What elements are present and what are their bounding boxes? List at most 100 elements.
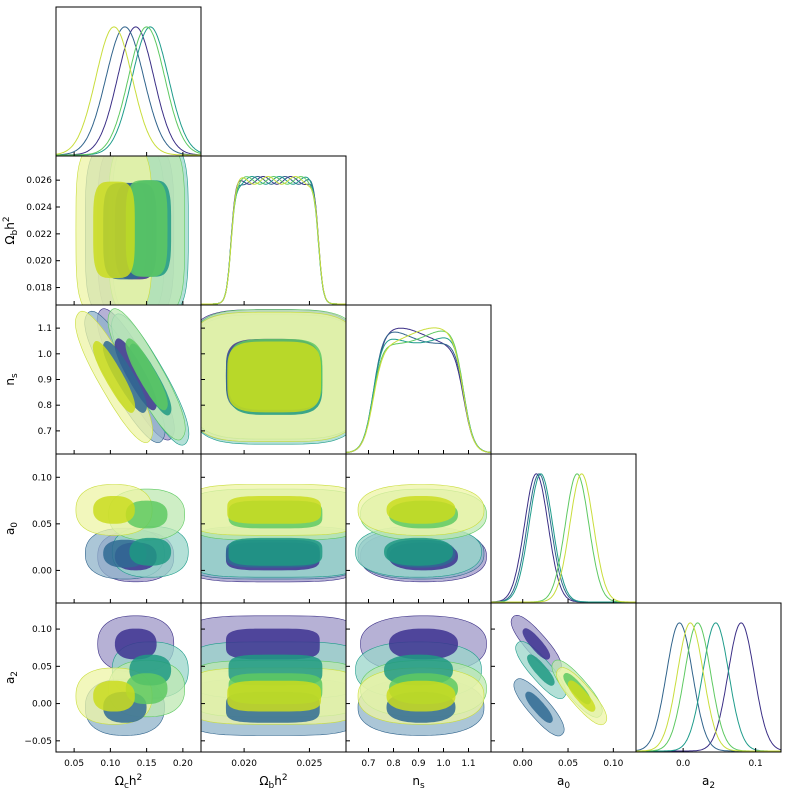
x-tick-label: 0.1	[748, 759, 762, 769]
marginal-line	[346, 330, 491, 453]
y-tick-label: 0.05	[32, 662, 52, 672]
contour-68	[525, 691, 553, 723]
y-tick-label: 0.10	[32, 625, 52, 635]
contour-68	[384, 537, 453, 566]
y-tick-label: 0.026	[26, 176, 52, 186]
marginal-line	[201, 176, 346, 305]
marginal-line	[346, 327, 491, 453]
marginal-line	[491, 473, 636, 603]
y-tick-label: 0.05	[32, 520, 52, 530]
x-tick-label: 0.05	[64, 759, 84, 769]
contour-68	[125, 338, 168, 411]
contour-68	[93, 680, 135, 712]
marginal-line	[346, 337, 491, 453]
x-axis-label-a0: a0	[557, 774, 570, 791]
x-tick-label: 0.9	[411, 759, 426, 769]
y-tick-label: 1.0	[38, 350, 53, 360]
contour-68	[386, 680, 456, 712]
y-tick-label: 0.00	[32, 700, 52, 710]
y-axis-label-a0: a0	[3, 522, 20, 535]
x-tick-label: 0.20	[173, 759, 193, 769]
y-axis-label-ombh2: Ωbh2	[2, 216, 20, 244]
marginal-line	[201, 176, 346, 305]
marginal-line	[201, 176, 346, 305]
contour-68	[93, 496, 135, 524]
marginal-line	[56, 26, 201, 156]
contour-68	[227, 496, 322, 524]
panel-ombh2-a0	[200, 453, 347, 604]
y-tick-label: 0.7	[38, 427, 52, 437]
marginal-line	[636, 622, 781, 752]
panel-ombh2-ns	[200, 304, 347, 455]
x-axis-label-omch2: Ωch2	[115, 773, 142, 791]
y-tick-label: 0.018	[26, 284, 52, 294]
panel-frame	[635, 602, 782, 753]
x-tick-label: 0.7	[361, 759, 375, 769]
x-tick-label: 0.00	[513, 759, 533, 769]
panel-frame	[200, 155, 347, 306]
contour-68	[114, 628, 157, 660]
x-axis-label-ns: ns	[412, 774, 425, 791]
y-axis-label-ns: ns	[3, 373, 20, 386]
y-tick-label: 0.9	[38, 376, 53, 386]
y-tick-label: 0.022	[26, 230, 52, 240]
marginal-line	[201, 176, 346, 305]
y-tick-label: 0.00	[32, 566, 52, 576]
panel-omch2-ns	[55, 304, 202, 455]
x-tick-label: 0.10	[100, 759, 120, 769]
contour-68	[389, 628, 458, 660]
panel-ombh2-ombh2	[200, 155, 347, 306]
contour-68	[125, 673, 168, 705]
x-tick-label: 0.025	[297, 759, 323, 769]
marginal-line	[56, 26, 201, 156]
contour-68	[227, 341, 322, 413]
y-axis-label-a2: a2	[3, 671, 20, 684]
panel-ns-a2	[345, 602, 492, 753]
contour-68	[225, 628, 320, 660]
panel-omch2-a2	[55, 602, 202, 753]
x-tick-label: 1.0	[436, 759, 451, 769]
x-tick-label: 0.10	[603, 759, 623, 769]
panel-a0-a2	[490, 602, 637, 753]
marginal-line	[346, 331, 491, 453]
contour-68	[129, 537, 172, 566]
contour-68	[522, 628, 551, 660]
contour-68	[567, 680, 596, 712]
y-tick-label: 0.8	[38, 401, 53, 411]
x-tick-label: 0.020	[231, 759, 257, 769]
x-tick-label: 0.8	[386, 759, 401, 769]
panel-ombh2-a2	[200, 602, 347, 753]
contour-68	[102, 341, 147, 413]
panel-ns-ns	[345, 304, 492, 455]
contour-68	[228, 537, 323, 566]
contour-68	[125, 180, 168, 277]
panel-frame	[345, 304, 492, 455]
contour-68	[527, 654, 555, 686]
y-tick-label: 1.1	[38, 324, 52, 334]
marginal-line	[56, 26, 201, 156]
marginal-line	[56, 26, 201, 156]
marginal-line	[346, 327, 491, 454]
y-tick-label: 0.024	[26, 203, 52, 213]
x-tick-label: 0.05	[558, 759, 578, 769]
marginal-line	[56, 26, 201, 156]
panel-a2-a2	[635, 602, 782, 753]
contour-68	[92, 341, 136, 413]
x-tick-label: 0.0	[676, 759, 691, 769]
x-tick-label: 1.1	[461, 759, 475, 769]
panel-omch2-a0	[55, 453, 202, 604]
x-tick-label: 0.15	[137, 759, 157, 769]
panel-omch2-omch2	[55, 6, 202, 157]
panel-a0-a0	[490, 453, 637, 604]
contour-68	[386, 496, 456, 524]
contour-68	[125, 500, 168, 529]
y-tick-label: 0.020	[26, 257, 52, 267]
panel-omch2-ombh2	[55, 155, 202, 306]
y-tick-label: −0.05	[24, 737, 52, 747]
contour-68	[93, 181, 135, 279]
contour-68	[227, 680, 322, 712]
y-tick-label: 0.10	[32, 473, 52, 483]
marginal-line	[491, 473, 636, 603]
contour-68	[114, 338, 157, 411]
